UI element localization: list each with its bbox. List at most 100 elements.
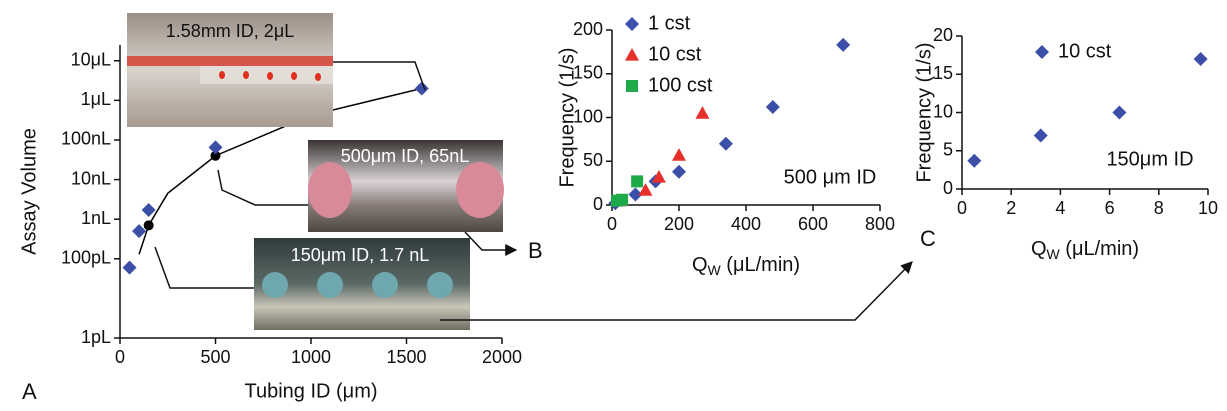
- x-axis-label: QW (μL/min): [1031, 238, 1139, 261]
- y-tick-label: 0: [943, 178, 953, 198]
- x-axis-label-part: (μL/min): [721, 254, 800, 276]
- marker: [616, 193, 629, 206]
- panel-label: A: [22, 379, 37, 404]
- marker: [122, 260, 137, 275]
- y-tick-label: 1pL: [81, 327, 111, 347]
- x-tick-label: 6: [1105, 198, 1115, 218]
- x-tick-label: 500: [200, 347, 230, 367]
- photo-tube: [127, 56, 333, 66]
- legend-label: 1 cst: [648, 12, 691, 34]
- x-tick-label: 600: [798, 214, 828, 234]
- x-axis-label: QW (μL/min): [692, 254, 800, 277]
- marker: [208, 140, 223, 155]
- y-tick-label: 15: [933, 63, 953, 83]
- y-tick-label: 150: [573, 63, 603, 83]
- photo: 500μm ID, 65nL: [308, 140, 504, 232]
- x-axis-label: Tubing ID (μm): [244, 380, 377, 402]
- x-tick-label: 1000: [291, 347, 331, 367]
- photo-droplet: [308, 162, 352, 218]
- marker: [210, 150, 221, 161]
- marker: [1193, 51, 1208, 66]
- marker: [718, 136, 733, 151]
- marker: [132, 224, 147, 239]
- annotation: 500 μm ID: [784, 166, 877, 188]
- y-tick-label: 1nL: [81, 208, 111, 228]
- x-tick-label: 800: [865, 214, 895, 234]
- annotation: 150μm ID: [1106, 148, 1193, 170]
- x-axis-label-part: Q: [1031, 238, 1047, 260]
- panel-label: C: [920, 226, 936, 251]
- legend-marker: [1035, 45, 1049, 59]
- marker: [967, 153, 982, 168]
- marker: [638, 183, 653, 196]
- marker: [628, 187, 643, 202]
- y-tick-label: 0: [593, 194, 603, 214]
- y-tick-label: 1μL: [81, 89, 111, 109]
- photo-droplet: [267, 72, 273, 80]
- marker: [1112, 105, 1127, 120]
- marker: [414, 81, 429, 96]
- legend-marker: [625, 48, 639, 61]
- y-tick-label: 100nL: [61, 129, 111, 149]
- legend-label: 10 cst: [1058, 40, 1112, 62]
- y-tick-label: 10μL: [71, 50, 111, 70]
- photo-droplet: [243, 71, 249, 79]
- marker: [651, 170, 666, 183]
- marker: [836, 37, 851, 52]
- marker: [141, 203, 156, 218]
- connector: [333, 61, 426, 91]
- y-tick-label: 100pL: [61, 248, 111, 268]
- y-axis-label: Assay Volume: [18, 128, 40, 255]
- photo-droplet: [372, 272, 398, 298]
- marker: [765, 100, 780, 114]
- marker: [143, 220, 154, 231]
- y-tick-label: 200: [573, 19, 603, 39]
- y-tick-label: 10nL: [71, 168, 111, 188]
- panel-label: B: [528, 238, 543, 263]
- marker: [631, 175, 644, 188]
- legend-label: 100 cst: [648, 74, 713, 96]
- x-tick-label: 0: [115, 347, 125, 367]
- x-axis-label-part: Q: [692, 254, 708, 276]
- photo-droplet: [219, 71, 225, 79]
- marker: [672, 164, 686, 179]
- x-axis-label-part: (μL/min): [1060, 238, 1139, 260]
- y-tick-label: 50: [583, 150, 603, 170]
- connector: [217, 169, 308, 206]
- photo-droplet: [456, 162, 504, 218]
- y-tick-label: 20: [933, 25, 953, 45]
- photo-droplet: [427, 272, 453, 298]
- x-tick-label: 0: [607, 214, 617, 234]
- legend-label: 10 cst: [648, 43, 702, 65]
- photo: 150μm ID, 1.7 nL: [254, 238, 470, 330]
- x-tick-label: 1500: [386, 347, 426, 367]
- x-tick-label: 4: [1055, 198, 1065, 218]
- connector: [154, 246, 254, 289]
- photo-droplet: [315, 73, 321, 81]
- arrow: [440, 261, 913, 321]
- marker: [695, 106, 710, 119]
- marker: [1033, 128, 1048, 143]
- photo-label: 500μm ID, 65nL: [341, 146, 469, 166]
- y-tick-label: 10: [933, 101, 953, 121]
- x-axis-label-part: W: [1047, 246, 1061, 262]
- x-tick-label: 400: [731, 214, 761, 234]
- photo-label: 1.58mm ID, 2μL: [166, 21, 294, 41]
- marker: [672, 148, 686, 161]
- x-tick-label: 8: [1154, 198, 1164, 218]
- y-axis-label: Frequency (1/s): [556, 47, 578, 187]
- connectors: [154, 61, 913, 321]
- legend-marker: [626, 80, 638, 92]
- x-axis-label-part: W: [708, 262, 722, 278]
- x-tick-label: 2: [1006, 198, 1016, 218]
- photo-droplet: [317, 272, 343, 298]
- y-tick-label: 5: [943, 140, 953, 160]
- x-tick-label: 0: [957, 198, 967, 218]
- x-tick-label: 200: [664, 214, 694, 234]
- x-tick-label: 10: [1198, 198, 1218, 218]
- y-axis-label: Frequency (1/s): [913, 42, 935, 182]
- x-tick-label: 2000: [482, 347, 522, 367]
- photo: 1.58mm ID, 2μL: [127, 13, 333, 127]
